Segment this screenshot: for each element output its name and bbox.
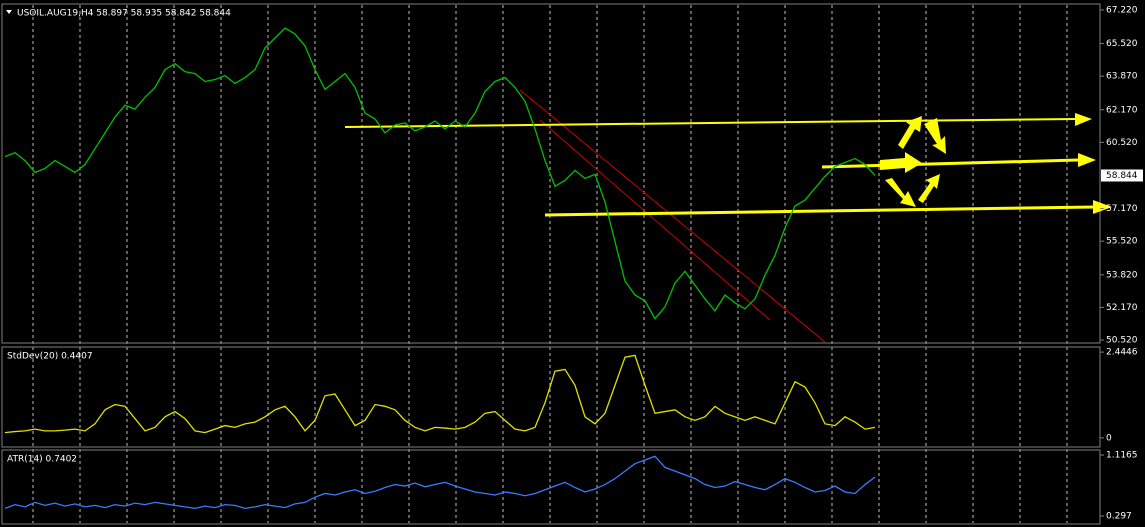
annotations bbox=[344, 113, 1112, 217]
arrow-head bbox=[1078, 153, 1096, 167]
time-grid bbox=[32, 5, 1068, 523]
panel-title: StdDev(20) 0.4407 bbox=[7, 352, 93, 362]
y-tick-label: 50.520 bbox=[1106, 336, 1138, 346]
y-tick-label: 65.520 bbox=[1106, 39, 1138, 49]
price-marker-label: 58.844 bbox=[1106, 171, 1138, 181]
y-tick-label: 0 bbox=[1106, 433, 1112, 443]
stddev-panel bbox=[1, 346, 1101, 448]
arrow bbox=[924, 118, 946, 154]
arrow bbox=[898, 116, 922, 149]
arrow bbox=[880, 152, 922, 173]
y-tick-label: 60.520 bbox=[1106, 138, 1138, 148]
y-tick-label: 1.1165 bbox=[1106, 451, 1138, 461]
trend-line bbox=[519, 89, 826, 343]
main-panel bbox=[1, 3, 1101, 344]
arrow-head bbox=[1075, 113, 1092, 126]
arrow-line bbox=[821, 158, 1079, 169]
arrow-line bbox=[344, 118, 1076, 128]
y-tick-label: 63.870 bbox=[1106, 72, 1138, 82]
arrow bbox=[885, 178, 916, 207]
arrow-line bbox=[544, 205, 1096, 217]
arrow bbox=[918, 174, 940, 203]
trend-lines bbox=[519, 89, 826, 343]
panel-title: USOIL.AUG19,H4 58.897 58.935 58.842 58.8… bbox=[17, 9, 231, 19]
y-tick-label: 2.4446 bbox=[1106, 348, 1138, 358]
series-line bbox=[4, 455, 876, 510]
trend-line bbox=[539, 119, 771, 321]
y-tick-label: 55.520 bbox=[1106, 237, 1138, 247]
arrow-head bbox=[1093, 200, 1112, 214]
price-marker-box bbox=[1101, 169, 1143, 182]
y-tick-label: 67.220 bbox=[1106, 5, 1138, 15]
panel-title: ATR(14) 0.7402 bbox=[7, 455, 77, 465]
y-tick-label: 62.170 bbox=[1106, 105, 1138, 115]
y-tick-label: 53.820 bbox=[1106, 270, 1138, 280]
y-tick-label: 57.170 bbox=[1106, 204, 1138, 214]
y-tick-label: 0.297 bbox=[1106, 512, 1132, 522]
series-line bbox=[4, 354, 876, 434]
collapse-icon[interactable] bbox=[6, 10, 12, 14]
y-tick-label: 52.170 bbox=[1106, 303, 1138, 313]
atr-panel bbox=[1, 449, 1101, 525]
series-line bbox=[4, 27, 876, 320]
